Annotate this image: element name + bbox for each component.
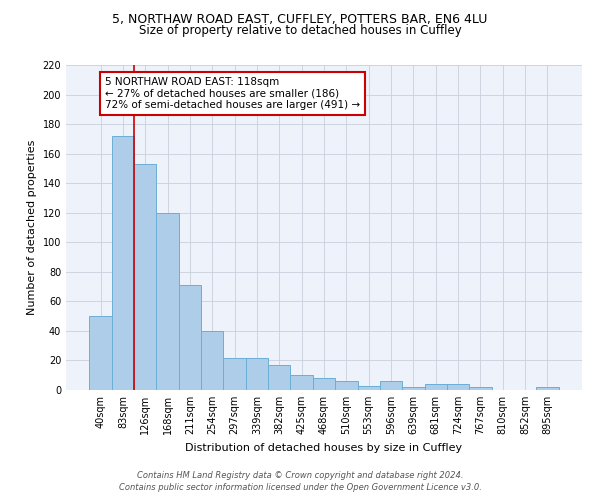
Bar (157, 212, 179, 390)
Y-axis label: Number of detached properties: Number of detached properties (27, 140, 37, 315)
Text: Contains HM Land Registry data © Crown copyright and database right 2024.
Contai: Contains HM Land Registry data © Crown c… (119, 471, 481, 492)
Bar (201, 331, 223, 390)
Bar (402, 387, 425, 390)
Bar (89, 316, 112, 390)
Bar (425, 384, 447, 390)
Text: 5 NORTHAW ROAD EAST: 118sqm
← 27% of detached houses are smaller (186)
72% of se: 5 NORTHAW ROAD EAST: 118sqm ← 27% of det… (105, 77, 360, 110)
Bar (447, 384, 469, 390)
Text: Size of property relative to detached houses in Cuffley: Size of property relative to detached ho… (139, 24, 461, 37)
Bar (223, 358, 246, 390)
Bar (536, 387, 559, 390)
Bar (246, 358, 268, 390)
Bar (268, 365, 290, 390)
Bar (134, 164, 157, 390)
Bar (380, 381, 402, 390)
X-axis label: Distribution of detached houses by size in Cuffley: Distribution of detached houses by size … (185, 442, 463, 452)
Bar (112, 136, 134, 390)
Text: 5, NORTHAW ROAD EAST, CUFFLEY, POTTERS BAR, EN6 4LU: 5, NORTHAW ROAD EAST, CUFFLEY, POTTERS B… (112, 12, 488, 26)
Bar (313, 378, 335, 390)
Bar (335, 381, 358, 390)
Bar (469, 387, 491, 390)
Bar (290, 375, 313, 390)
Bar (358, 386, 380, 390)
Bar (179, 285, 201, 390)
